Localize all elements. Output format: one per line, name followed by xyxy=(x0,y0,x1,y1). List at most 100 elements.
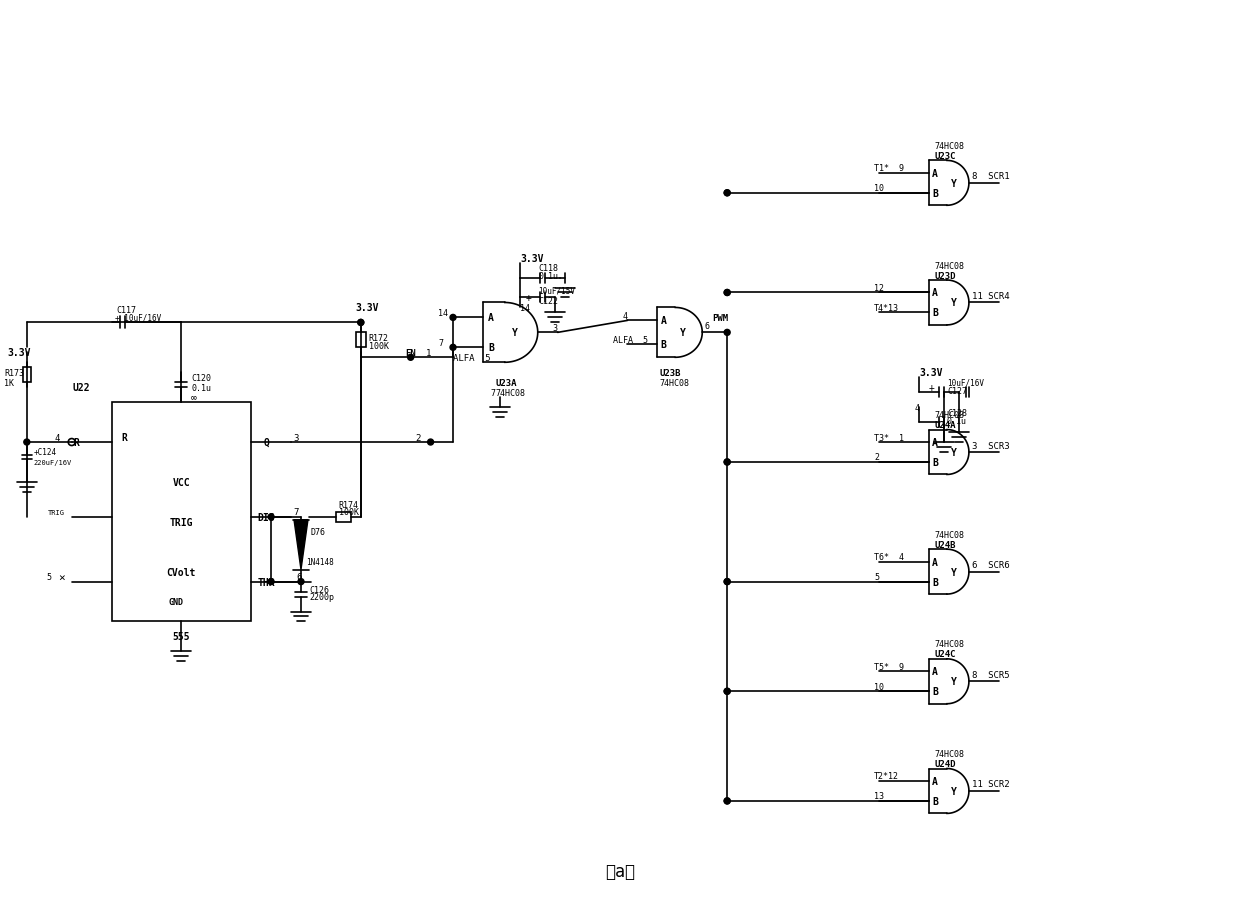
Text: B: B xyxy=(932,796,937,806)
Text: T6*  4: T6* 4 xyxy=(874,553,904,562)
Bar xyxy=(22,368,31,382)
Text: R: R xyxy=(122,433,128,443)
Text: A: A xyxy=(932,557,937,567)
Circle shape xyxy=(68,439,76,446)
Text: Y: Y xyxy=(951,567,957,577)
Text: 555: 555 xyxy=(172,631,190,641)
Text: GND: GND xyxy=(169,597,184,606)
Text: A: A xyxy=(932,776,937,787)
Text: THR: THR xyxy=(257,577,275,587)
Text: U23D: U23D xyxy=(934,272,956,281)
Text: （a）: （a） xyxy=(605,861,635,879)
Text: +: + xyxy=(929,382,935,392)
Bar xyxy=(356,333,366,348)
Text: T5*  9: T5* 9 xyxy=(874,662,904,671)
Text: VCC: VCC xyxy=(172,477,190,487)
Text: T1*  9: T1* 9 xyxy=(874,164,904,173)
Circle shape xyxy=(724,798,730,804)
Text: ALFA  5: ALFA 5 xyxy=(613,336,647,345)
Text: 220uF/16V: 220uF/16V xyxy=(33,459,72,465)
Text: 12: 12 xyxy=(874,284,884,292)
Text: A: A xyxy=(932,169,937,179)
Text: Q: Q xyxy=(263,437,269,447)
Text: 3  SCR3: 3 SCR3 xyxy=(972,441,1009,450)
Text: 4: 4 xyxy=(622,311,627,320)
Text: 6: 6 xyxy=(704,321,709,330)
Circle shape xyxy=(268,514,274,520)
Text: 74HC08: 74HC08 xyxy=(934,262,963,271)
Text: Y: Y xyxy=(680,328,686,338)
Text: 1: 1 xyxy=(425,348,432,357)
Text: B: B xyxy=(932,686,937,696)
Text: TRIG: TRIG xyxy=(48,510,66,515)
Text: T4*13: T4*13 xyxy=(874,304,899,313)
Text: 4: 4 xyxy=(55,433,60,442)
Text: C126: C126 xyxy=(309,585,329,594)
Text: Y: Y xyxy=(951,179,957,189)
Circle shape xyxy=(724,290,730,296)
Text: R: R xyxy=(73,437,79,447)
Text: U22: U22 xyxy=(73,382,91,392)
Text: B: B xyxy=(932,457,937,467)
Text: DIS: DIS xyxy=(257,512,275,522)
Text: Y: Y xyxy=(951,676,957,686)
Text: B: B xyxy=(932,189,937,198)
Text: +: + xyxy=(526,293,531,303)
Text: 3.3V: 3.3V xyxy=(521,253,544,263)
Text: A: A xyxy=(932,667,937,676)
Text: + 10uF/16V: + 10uF/16V xyxy=(114,314,161,323)
Circle shape xyxy=(724,579,730,584)
Circle shape xyxy=(450,345,456,351)
Text: U23C: U23C xyxy=(934,152,956,161)
Text: 0.1u: 0.1u xyxy=(538,272,558,281)
Text: U24B: U24B xyxy=(934,540,956,549)
Circle shape xyxy=(724,798,730,804)
Text: 8  SCR5: 8 SCR5 xyxy=(972,670,1009,679)
Text: 2: 2 xyxy=(874,453,879,462)
Text: A: A xyxy=(932,437,937,447)
Text: 5: 5 xyxy=(874,573,879,582)
Circle shape xyxy=(358,320,363,326)
Text: C128: C128 xyxy=(947,409,967,417)
Text: U24A: U24A xyxy=(934,420,956,429)
Text: 74HC08: 74HC08 xyxy=(934,750,963,759)
Text: R172: R172 xyxy=(368,334,389,343)
Text: 0.1u: 0.1u xyxy=(191,383,211,392)
Text: 1K: 1K xyxy=(4,378,14,387)
Bar xyxy=(336,512,351,522)
Text: 3.3V: 3.3V xyxy=(7,348,31,358)
Text: Y: Y xyxy=(951,299,957,308)
Text: 100K: 100K xyxy=(339,508,358,517)
Circle shape xyxy=(724,330,730,336)
Text: Y: Y xyxy=(951,447,957,457)
Text: 1N4148: 1N4148 xyxy=(306,557,334,566)
Text: U24D: U24D xyxy=(934,759,956,769)
Text: 10: 10 xyxy=(874,184,884,193)
Text: C120: C120 xyxy=(191,373,211,382)
Text: 74HC08: 74HC08 xyxy=(934,410,963,419)
Text: A: A xyxy=(487,313,494,323)
Circle shape xyxy=(358,320,363,326)
Circle shape xyxy=(24,439,30,446)
Text: 100K: 100K xyxy=(368,342,389,351)
Circle shape xyxy=(724,459,730,465)
Polygon shape xyxy=(294,520,308,570)
Text: PWM: PWM xyxy=(712,314,728,323)
Circle shape xyxy=(408,354,414,361)
Text: C122: C122 xyxy=(538,297,558,306)
Text: 2: 2 xyxy=(415,433,422,442)
Circle shape xyxy=(724,190,730,197)
Text: 7: 7 xyxy=(490,388,496,397)
Text: 74HC08: 74HC08 xyxy=(934,142,963,151)
Text: Y: Y xyxy=(951,786,957,796)
Text: D76: D76 xyxy=(311,528,326,537)
Text: 74HC08: 74HC08 xyxy=(934,640,963,649)
Text: 7: 7 xyxy=(438,338,443,347)
Text: 14: 14 xyxy=(521,304,531,313)
Text: A: A xyxy=(661,316,666,326)
Text: 11 SCR4: 11 SCR4 xyxy=(972,291,1009,300)
Text: 3: 3 xyxy=(293,433,299,442)
Text: 8  SCR1: 8 SCR1 xyxy=(972,172,1009,181)
Bar xyxy=(112,402,252,621)
Circle shape xyxy=(724,579,730,584)
